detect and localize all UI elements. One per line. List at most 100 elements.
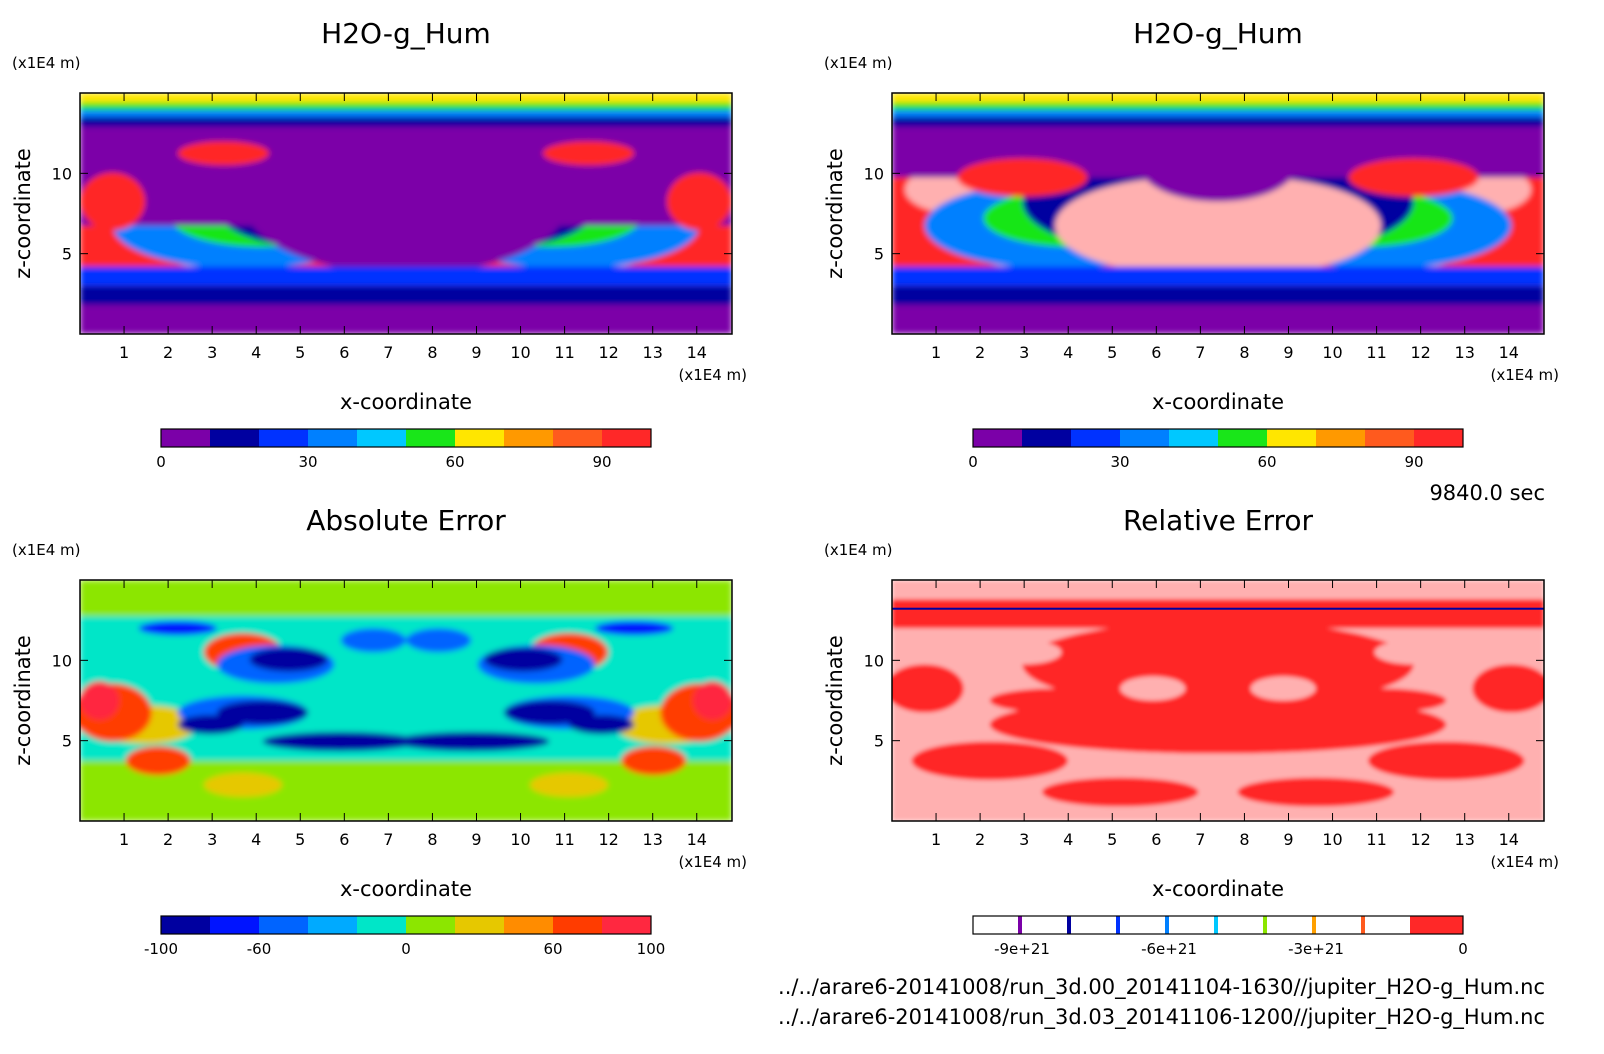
chart-panel-2: H2O-g_Hum(x1E4 m)1 2 3 4 5 6 7 8 9 10 11 12 13 14510(… bbox=[823, 17, 1559, 471]
file-path-1: ../../arare6-20141008/run_3d.00_20141104… bbox=[778, 975, 1545, 1000]
colorbar-segment bbox=[553, 916, 603, 934]
y-tick-label: 5 bbox=[62, 732, 72, 751]
y-axis-label: z-coordinate bbox=[11, 635, 35, 766]
colorbar-tick-label: -9e+21 bbox=[994, 940, 1050, 958]
x-tick-label: 12 bbox=[598, 830, 618, 849]
colorbar-tick-label: 60 bbox=[543, 940, 562, 958]
x-tick-label: 7 bbox=[1195, 343, 1205, 362]
panel-title: H2O-g_Hum bbox=[1133, 17, 1303, 50]
y-tick-label: 5 bbox=[874, 245, 884, 264]
y-tick-label: 10 bbox=[52, 164, 72, 183]
colorbar-tick-label: 100 bbox=[637, 940, 666, 958]
colorbar-segment bbox=[1120, 429, 1170, 447]
x-unit-label: (x1E4 m) bbox=[678, 366, 747, 384]
plot-frame bbox=[891, 579, 1545, 822]
x-tick-label: 9 bbox=[471, 343, 481, 362]
x-tick-label: 8 bbox=[427, 830, 437, 849]
x-tick-label: 4 bbox=[1063, 343, 1073, 362]
x-tick-label: 8 bbox=[1239, 343, 1249, 362]
y-tick-label: 10 bbox=[52, 651, 72, 670]
chart-panel-1: H2O-g_Hum(x1E4 m)1 2 3 4 5 6 7 8 9 10 11 12 13 14510(… bbox=[11, 17, 747, 471]
colorbar-segment bbox=[504, 429, 554, 447]
colorbar-segment bbox=[1022, 916, 1071, 934]
colorbar-segment bbox=[553, 429, 603, 447]
x-tick-label: 12 bbox=[598, 343, 618, 362]
x-unit-label: (x1E4 m) bbox=[678, 853, 747, 871]
y-unit-label: (x1E4 m) bbox=[12, 541, 81, 559]
y-axis-label: z-coordinate bbox=[823, 635, 847, 766]
field-plot bbox=[892, 580, 1544, 821]
colorbar-level-line bbox=[1312, 916, 1316, 934]
colorbar-tick-label: 0 bbox=[156, 453, 166, 471]
colorbar-segment bbox=[973, 429, 1023, 447]
colorbar-segment bbox=[1267, 916, 1316, 934]
colorbar: 0 30 60 90 bbox=[156, 428, 652, 471]
colorbar: -100 -60 0 60 100 bbox=[144, 915, 666, 958]
x-tick-label: 3 bbox=[207, 830, 217, 849]
x-tick-label: 13 bbox=[643, 343, 663, 362]
x-tick-label: 10 bbox=[1322, 830, 1342, 849]
colorbar-segment bbox=[308, 429, 358, 447]
x-tick-label: 13 bbox=[643, 830, 663, 849]
x-axis-label: x-coordinate bbox=[340, 877, 472, 901]
colorbar-tick-label: 90 bbox=[592, 453, 611, 471]
file-path-2: ../../arare6-20141008/run_3d.03_20141106… bbox=[778, 1005, 1545, 1030]
colorbar-tick-label: 60 bbox=[1257, 453, 1276, 471]
x-tick-label: 13 bbox=[1455, 343, 1475, 362]
x-tick-label: 2 bbox=[163, 830, 173, 849]
x-tick-label: 4 bbox=[251, 830, 261, 849]
x-tick-label: 8 bbox=[427, 343, 437, 362]
colorbar-level-line bbox=[1067, 916, 1071, 934]
x-tick-label: 2 bbox=[163, 343, 173, 362]
panel-title: H2O-g_Hum bbox=[321, 17, 491, 50]
y-axis-label: z-coordinate bbox=[11, 148, 35, 279]
x-tick-label: 5 bbox=[295, 830, 305, 849]
x-tick-label: 1 bbox=[119, 830, 129, 849]
x-tick-label: 12 bbox=[1410, 343, 1430, 362]
x-tick-label: 11 bbox=[1366, 343, 1386, 362]
colorbar-segment bbox=[1365, 916, 1414, 934]
colorbar-segment bbox=[455, 916, 505, 934]
field-plot bbox=[80, 93, 732, 334]
colorbar-tick-label: 30 bbox=[298, 453, 317, 471]
field-plot bbox=[892, 93, 1544, 334]
colorbar-segment bbox=[602, 429, 652, 447]
x-tick-label: 5 bbox=[1107, 343, 1117, 362]
x-tick-label: 5 bbox=[295, 343, 305, 362]
colorbar-segment bbox=[1316, 916, 1365, 934]
x-tick-label: 9 bbox=[1283, 830, 1293, 849]
colorbar-segment bbox=[1267, 429, 1317, 447]
colorbar-segment bbox=[1169, 916, 1218, 934]
colorbar-segment bbox=[406, 916, 456, 934]
x-tick-label: 4 bbox=[251, 343, 261, 362]
y-unit-label: (x1E4 m) bbox=[12, 54, 81, 72]
x-tick-label: 9 bbox=[1283, 343, 1293, 362]
x-tick-label: 2 bbox=[975, 830, 985, 849]
colorbar-segment bbox=[602, 916, 652, 934]
colorbar-level-line bbox=[1214, 916, 1218, 934]
colorbar-segment bbox=[1316, 429, 1366, 447]
y-tick-label: 10 bbox=[864, 651, 884, 670]
colorbar-segment bbox=[1169, 429, 1219, 447]
colorbar-level-line bbox=[1018, 916, 1022, 934]
colorbar-tick-label: -3e+21 bbox=[1288, 940, 1344, 958]
x-tick-label: 9 bbox=[471, 830, 481, 849]
x-tick-label: 6 bbox=[1151, 343, 1161, 362]
colorbar-segment bbox=[1120, 916, 1169, 934]
x-tick-label: 11 bbox=[554, 343, 574, 362]
x-tick-label: 6 bbox=[1151, 830, 1161, 849]
x-tick-label: 2 bbox=[975, 343, 985, 362]
y-tick-label: 10 bbox=[864, 164, 884, 183]
colorbar-segment bbox=[504, 916, 554, 934]
x-tick-label: 14 bbox=[687, 830, 707, 849]
colorbar-level-line bbox=[1116, 916, 1120, 934]
x-tick-label: 1 bbox=[931, 830, 941, 849]
colorbar-level-line bbox=[1410, 916, 1414, 934]
colorbar-segment bbox=[1071, 916, 1120, 934]
colorbar-segment bbox=[161, 916, 211, 934]
colorbar: 0 30 60 90 bbox=[968, 428, 1464, 471]
y-tick-label: 5 bbox=[62, 245, 72, 264]
plot-frame bbox=[891, 92, 1545, 335]
panel-title: Relative Error bbox=[1123, 504, 1314, 537]
